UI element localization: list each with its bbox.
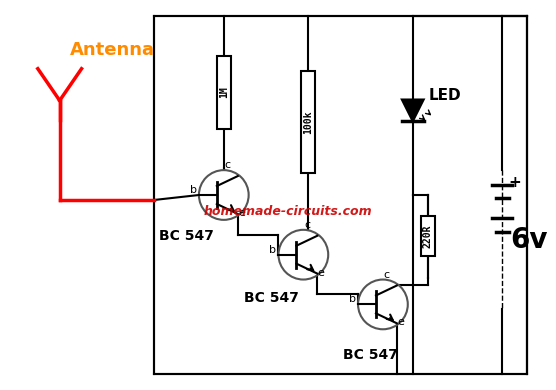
Text: 1M: 1M: [219, 86, 229, 98]
Text: b: b: [270, 245, 276, 255]
Bar: [301, 71, 315, 173]
Text: 100k: 100k: [304, 110, 314, 134]
Circle shape: [279, 230, 328, 280]
Text: Antenna: Antenna: [70, 41, 155, 59]
Text: b: b: [190, 185, 197, 195]
Text: BC 547: BC 547: [244, 291, 299, 305]
Polygon shape: [402, 99, 424, 121]
Text: e: e: [239, 208, 245, 218]
Text: b: b: [349, 294, 356, 305]
Text: BC 547: BC 547: [343, 348, 398, 362]
Bar: [421, 216, 435, 256]
Text: +: +: [508, 175, 521, 190]
Text: c: c: [225, 160, 231, 170]
Text: homemade-circuits.com: homemade-circuits.com: [204, 205, 373, 218]
Text: 220R: 220R: [423, 225, 433, 248]
Bar: [154, 16, 527, 374]
Text: 6v: 6v: [510, 226, 548, 254]
Text: LED: LED: [429, 88, 461, 103]
Text: c: c: [304, 220, 310, 230]
Text: c: c: [384, 269, 390, 280]
Text: e: e: [318, 268, 325, 278]
Circle shape: [358, 280, 408, 329]
Bar: [217, 55, 231, 129]
Circle shape: [199, 170, 249, 220]
Text: e: e: [398, 317, 404, 327]
Text: BC 547: BC 547: [159, 229, 214, 243]
